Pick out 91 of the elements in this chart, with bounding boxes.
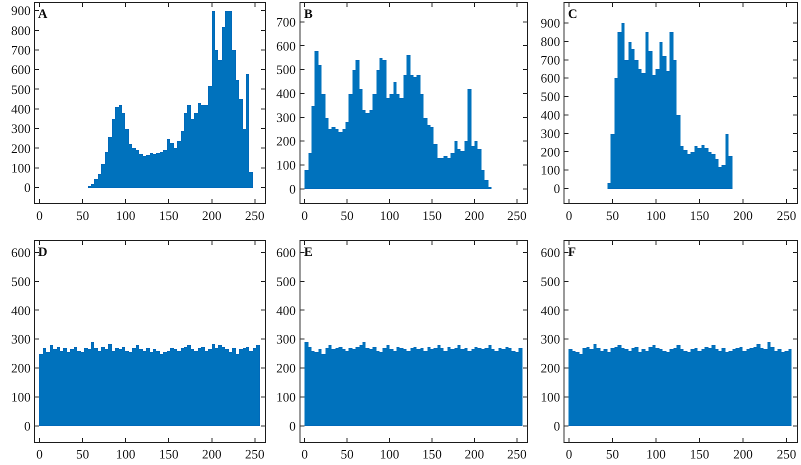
y-tick-label: 600 bbox=[11, 62, 31, 78]
y-tick-label: 200 bbox=[540, 144, 560, 160]
x-tick-label: 0 bbox=[566, 208, 572, 223]
y-tick-label: 600 bbox=[11, 244, 31, 260]
y-tick-label: 700 bbox=[540, 52, 560, 68]
x-tick-label: 250 bbox=[245, 208, 265, 223]
x-tick-label: 100 bbox=[646, 208, 666, 223]
y-tick-label: 400 bbox=[276, 302, 296, 318]
y-tick-label: 300 bbox=[11, 121, 31, 136]
y-tick-label: 0 bbox=[554, 181, 560, 196]
y-tick-label: 900 bbox=[11, 3, 31, 18]
y-tick-label: 800 bbox=[540, 34, 560, 49]
y-tick-label: 100 bbox=[11, 160, 31, 176]
x-tick-label: 0 bbox=[36, 208, 43, 223]
y-tick-label: 300 bbox=[540, 332, 560, 347]
x-tick-label: 150 bbox=[158, 446, 178, 462]
y-tick-label: 800 bbox=[11, 22, 31, 38]
x-tick-label: 100 bbox=[116, 208, 136, 223]
y-tick-label: 300 bbox=[540, 126, 560, 141]
x-tick-label: 250 bbox=[776, 208, 796, 223]
x-tick-label: 200 bbox=[202, 208, 222, 223]
y-tick-label: 400 bbox=[540, 108, 560, 122]
y-tick-label: 100 bbox=[276, 158, 296, 173]
x-tick-label: 200 bbox=[202, 446, 222, 462]
y-tick-label: 400 bbox=[11, 101, 31, 116]
y-tick-label: 500 bbox=[11, 82, 31, 97]
x-tick-label: 50 bbox=[340, 446, 354, 462]
x-tick-label: 150 bbox=[422, 208, 442, 223]
x-tick-label: 150 bbox=[690, 208, 710, 223]
y-tick-label: 100 bbox=[540, 390, 560, 404]
y-tick-label: 600 bbox=[540, 70, 560, 86]
x-tick-label: 50 bbox=[606, 208, 620, 223]
y-tick-label: 500 bbox=[540, 89, 560, 104]
x-tick-label: 50 bbox=[340, 208, 354, 223]
y-tick-label: 300 bbox=[276, 332, 296, 347]
y-tick-label: 200 bbox=[540, 360, 560, 376]
y-tick-label: 500 bbox=[11, 274, 31, 289]
x-tick-label: 100 bbox=[646, 446, 666, 462]
x-tick-label: 50 bbox=[76, 446, 90, 462]
y-tick-label: 100 bbox=[276, 390, 296, 404]
y-tick-label: 300 bbox=[11, 332, 31, 347]
x-tick-label: 50 bbox=[606, 446, 620, 462]
x-tick-label: 0 bbox=[36, 446, 43, 462]
y-tick-label: 700 bbox=[276, 14, 296, 30]
x-tick-label: 150 bbox=[158, 208, 178, 223]
x-tick-label: 200 bbox=[464, 446, 484, 462]
x-tick-label: 250 bbox=[776, 446, 796, 462]
y-tick-label: 500 bbox=[276, 62, 296, 78]
y-tick-label: 600 bbox=[276, 244, 296, 260]
y-tick-label: 0 bbox=[24, 418, 31, 434]
y-tick-label: 0 bbox=[554, 418, 560, 434]
y-tick-label: 200 bbox=[11, 140, 31, 156]
x-tick-label: 50 bbox=[76, 208, 90, 223]
y-tick-label: 100 bbox=[540, 162, 560, 178]
chart-title: E bbox=[304, 244, 313, 259]
x-tick-label: 100 bbox=[380, 208, 400, 223]
chart-title: F bbox=[568, 244, 576, 259]
chart-title: B bbox=[304, 6, 313, 21]
x-tick-label: 0 bbox=[301, 208, 308, 223]
x-tick-label: 250 bbox=[245, 446, 265, 462]
x-tick-label: 200 bbox=[733, 208, 753, 223]
y-tick-label: 200 bbox=[276, 360, 296, 376]
y-tick-label: 200 bbox=[11, 360, 31, 376]
x-tick-label: 100 bbox=[380, 446, 400, 462]
y-tick-label: 400 bbox=[11, 302, 31, 318]
chart-title: C bbox=[568, 6, 578, 21]
y-tick-label: 400 bbox=[276, 86, 296, 101]
y-tick-label: 0 bbox=[289, 418, 296, 434]
x-tick-label: 250 bbox=[507, 208, 527, 223]
x-tick-label: 0 bbox=[301, 446, 308, 462]
y-tick-label: 500 bbox=[540, 274, 560, 289]
x-tick-label: 0 bbox=[566, 446, 572, 462]
y-tick-label: 700 bbox=[11, 42, 31, 58]
chart-title: D bbox=[38, 244, 48, 259]
y-tick-label: 0 bbox=[24, 180, 31, 196]
y-tick-label: 0 bbox=[289, 181, 296, 196]
y-tick-label: 600 bbox=[276, 38, 296, 54]
x-tick-label: 150 bbox=[422, 446, 442, 462]
y-tick-label: 500 bbox=[276, 274, 296, 289]
x-tick-label: 200 bbox=[464, 208, 484, 223]
y-tick-label: 400 bbox=[540, 302, 560, 318]
chart-title: A bbox=[38, 6, 48, 21]
y-tick-label: 600 bbox=[540, 244, 560, 260]
y-tick-label: 900 bbox=[540, 16, 560, 31]
x-tick-label: 150 bbox=[690, 446, 710, 462]
x-tick-label: 100 bbox=[116, 446, 136, 462]
x-tick-label: 200 bbox=[733, 446, 753, 462]
y-tick-label: 200 bbox=[276, 134, 296, 149]
y-tick-label: 100 bbox=[11, 390, 31, 404]
y-tick-label: 300 bbox=[276, 110, 296, 125]
x-tick-label: 250 bbox=[507, 446, 527, 462]
